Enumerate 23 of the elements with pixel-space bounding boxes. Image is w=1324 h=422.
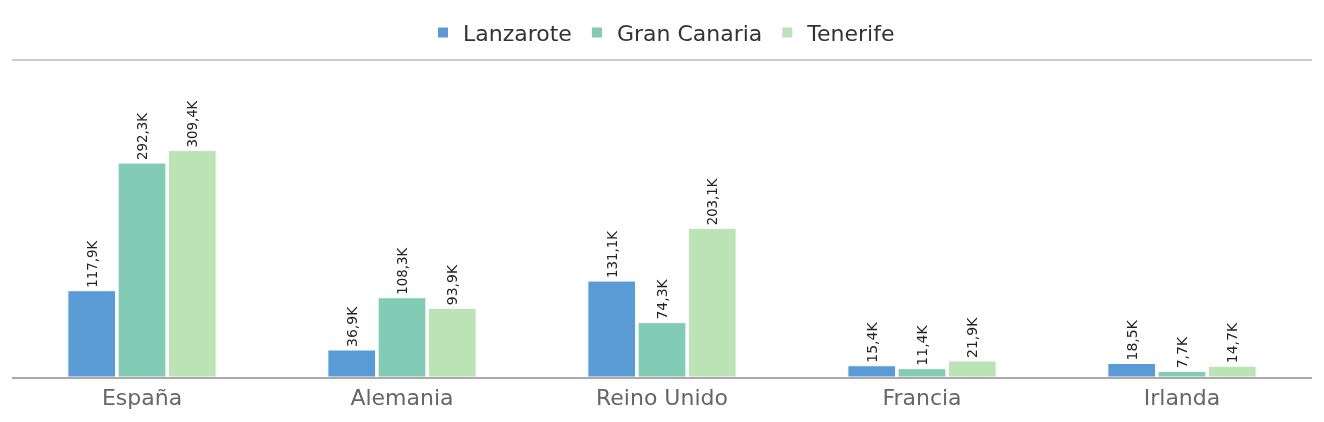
data-label: 131,1K (604, 229, 620, 279)
data-label: 108,3K (394, 246, 410, 295)
x-tick-label: Reino Unido (596, 385, 728, 411)
data-label: 117,9K (84, 239, 100, 288)
data-label: 14,7K (1224, 322, 1241, 364)
x-tick-label: Francia (882, 385, 962, 411)
data-label: 11,4K (914, 324, 930, 366)
x-tick-label: Irlanda (1143, 385, 1221, 411)
data-label: 292,3K (134, 111, 150, 161)
legend-label: Tenerife (806, 21, 895, 47)
data-label: 203,1K (705, 177, 721, 226)
legend-label: Lanzarote (463, 21, 572, 47)
x-tick-label: España (101, 385, 183, 411)
data-label: 93,9K (444, 264, 461, 306)
data-label: 18,5K (1123, 319, 1140, 361)
x-tick-label: Alemania (350, 385, 454, 411)
data-label: 309,4K (185, 99, 201, 148)
data-label: 15,4K (863, 321, 880, 363)
data-label: 36,9K (343, 305, 360, 347)
data-label: 21,9K (964, 316, 981, 358)
legend-label: Gran Canaria (616, 21, 763, 47)
data-label: 74,3K (654, 278, 670, 320)
data-label: 7,7K (1174, 336, 1190, 369)
